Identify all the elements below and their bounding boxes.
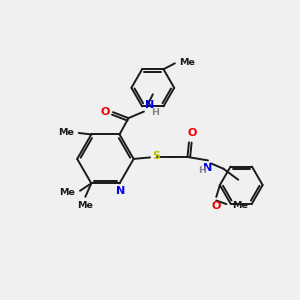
Text: Me: Me bbox=[58, 128, 74, 137]
Text: N: N bbox=[203, 163, 213, 173]
Text: O: O bbox=[188, 128, 197, 138]
Text: Me: Me bbox=[77, 201, 93, 210]
Text: S: S bbox=[152, 151, 160, 161]
Text: O: O bbox=[100, 106, 110, 117]
Text: H: H bbox=[151, 108, 159, 117]
Text: N: N bbox=[116, 186, 126, 196]
Text: N: N bbox=[145, 100, 154, 110]
Text: H: H bbox=[198, 166, 206, 175]
Text: Me: Me bbox=[179, 58, 195, 67]
Text: Me: Me bbox=[232, 201, 248, 210]
Text: O: O bbox=[212, 201, 221, 211]
Text: Me: Me bbox=[59, 188, 75, 197]
